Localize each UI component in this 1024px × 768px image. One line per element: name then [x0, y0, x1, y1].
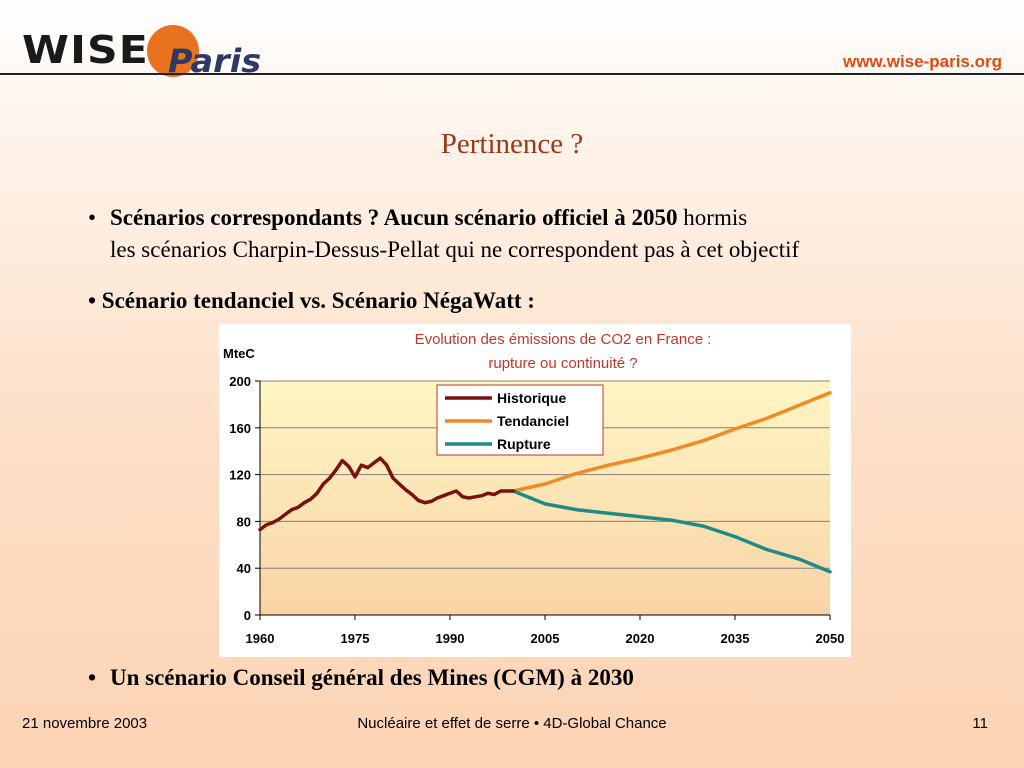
series-line-historique	[258, 456, 516, 532]
y-tick-label-200: 200	[229, 374, 251, 389]
bullet-scenarios: • Scénarios correspondants ? Aucun scénar…	[88, 202, 988, 266]
x-tick-label-2035: 2035	[721, 631, 750, 646]
x-tick-label-1960: 1960	[246, 631, 275, 646]
bullet-dot: •	[88, 665, 97, 690]
bullet-scenarios-bold: Scénarios correspondants ? Aucun scénari…	[110, 205, 678, 230]
series-lines	[258, 390, 832, 574]
bullet-scenarios-rest: hormis	[677, 205, 748, 230]
co2-emissions-chart: Evolution des émissions de CO2 en France…	[219, 324, 851, 657]
y-tick-label-160: 160	[229, 421, 251, 436]
bullet-tendanciel-vs-negawatt: • Scénario tendanciel vs. Scénario NégaW…	[88, 288, 535, 313]
bullet-cgm-text: Un scénario Conseil général des Mines (C…	[110, 665, 634, 690]
series-line-tendanciel	[511, 390, 832, 493]
x-tick-label-2005: 2005	[531, 631, 560, 646]
footer-page-number: 11	[972, 715, 988, 732]
legend-label-historique: Historique	[497, 390, 566, 406]
bullet-cgm-2030: • Un scénario Conseil général des Mines (…	[88, 662, 634, 694]
site-url-link[interactable]: www.wise-paris.org	[842, 52, 1002, 71]
x-tick-label-1975: 1975	[341, 631, 370, 646]
x-tick-label-2020: 2020	[626, 631, 655, 646]
bullet-scenarios-line2: les scénarios Charpin-Dessus-Pellat qui …	[110, 237, 800, 262]
chart-subtitle: rupture ou continuité ?	[488, 355, 637, 372]
header-divider	[0, 73, 1024, 75]
y-tick-label-80: 80	[237, 514, 251, 529]
x-tick-label-1990: 1990	[436, 631, 465, 646]
wise-paris-logo: WISE Paris	[22, 22, 261, 82]
logo-wise-text: WISE	[22, 28, 149, 72]
chart-legend: Historique Tendanciel Rupture	[436, 384, 604, 456]
chart-svg: Evolution des émissions de CO2 en France…	[223, 331, 844, 646]
logo-orange-circle	[147, 25, 199, 77]
y-tick-label-0: 0	[244, 608, 251, 623]
chart-title: Evolution des émissions de CO2 en France…	[415, 331, 712, 348]
legend-label-tendanciel: Tendanciel	[497, 413, 569, 429]
y-tick-label-40: 40	[237, 561, 251, 576]
y-axis-label: MteC	[223, 346, 255, 361]
bullet-dot: •	[88, 205, 97, 230]
legend-label-rupture: Rupture	[497, 436, 551, 452]
footer-date: 21 novembre 2003	[22, 715, 148, 732]
footer-title: Nucléaire et effet de serre • 4D-Global …	[357, 715, 667, 732]
x-tick-label-2050: 2050	[816, 631, 845, 646]
axes: 0 40 80 120 160 200 1960 1975 1990 2005 2020 2035 20…	[229, 374, 844, 646]
series-line-rupture	[511, 489, 832, 574]
slide-title: Pertinence ?	[440, 128, 584, 160]
y-tick-label-120: 120	[229, 468, 251, 483]
